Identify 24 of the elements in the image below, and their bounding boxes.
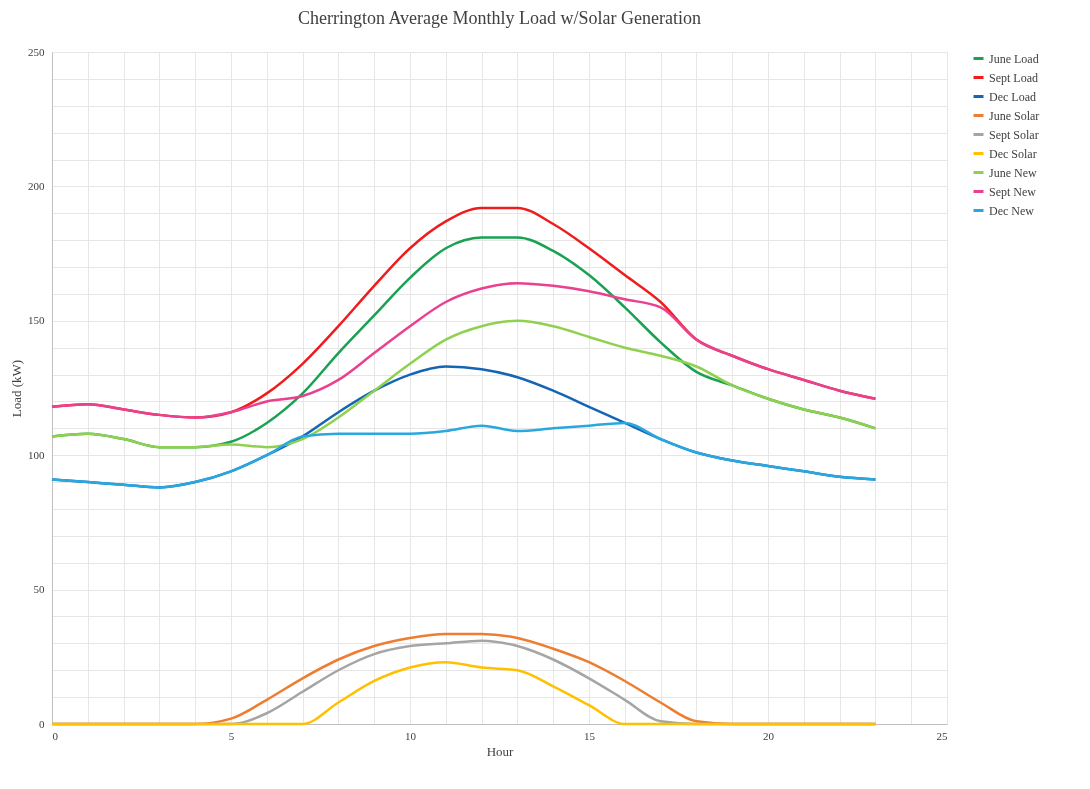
y-tick-label: 0 bbox=[39, 717, 45, 730]
legend-label: June Load bbox=[989, 51, 1039, 66]
y-tick-label: 200 bbox=[28, 179, 45, 192]
y-tick-label: 100 bbox=[28, 448, 45, 461]
y-tick-label: 50 bbox=[33, 583, 45, 596]
legend-label: Dec New bbox=[989, 203, 1035, 218]
x-axis-title: Hour bbox=[486, 743, 515, 759]
x-tick-label: 10 bbox=[405, 729, 417, 742]
x-tick-label: 15 bbox=[584, 729, 596, 742]
legend-label: Dec Load bbox=[989, 89, 1036, 104]
x-tick-label: 0 bbox=[52, 729, 59, 742]
x-tick-label: 5 bbox=[228, 729, 235, 742]
x-tick-label: 20 bbox=[763, 729, 775, 742]
chart-title: Cherrington Average Monthly Load w/Solar Generation bbox=[297, 8, 702, 28]
y-tick-label: 250 bbox=[28, 45, 45, 58]
y-axis-title: Load (kW) bbox=[9, 359, 24, 418]
legend-label: Dec Solar bbox=[989, 146, 1037, 161]
legend-label: Sept Load bbox=[989, 70, 1038, 85]
legend-label: June New bbox=[989, 165, 1037, 180]
x-tick-label: 25 bbox=[936, 729, 948, 742]
legend-label: June Solar bbox=[989, 108, 1040, 123]
y-tick-label: 150 bbox=[28, 314, 45, 327]
legend-label: Sept Solar bbox=[989, 127, 1039, 142]
legend-label: Sept New bbox=[989, 184, 1037, 199]
